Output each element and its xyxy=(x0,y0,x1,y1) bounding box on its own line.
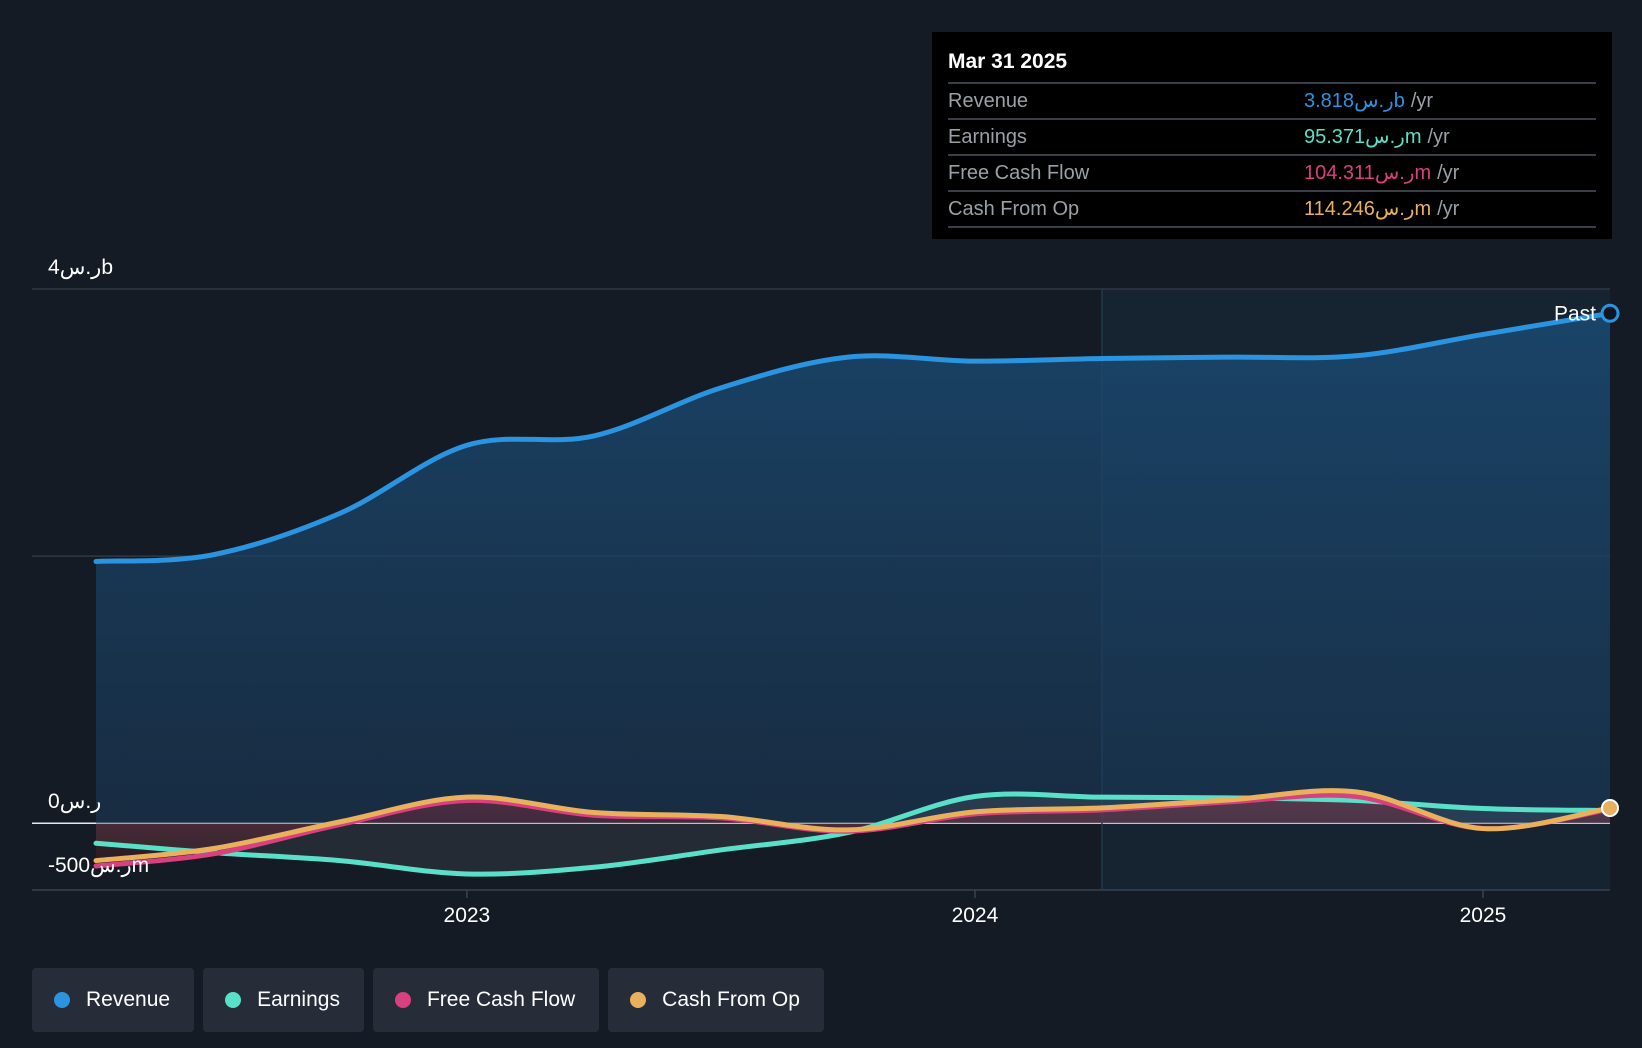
legend-dot-icon xyxy=(225,992,242,1008)
y-tick-label: 4ر.سb xyxy=(48,256,113,280)
tooltip-value: 95.371ر.سm xyxy=(1304,126,1422,148)
tooltip-unit: /yr xyxy=(1437,162,1460,184)
tooltip-row-earnings: Earnings 95.371ر.سm /yr xyxy=(948,120,1596,156)
legend-item-earnings[interactable]: Earnings xyxy=(203,968,364,1032)
legend-item-free-cash-flow[interactable]: Free Cash Flow xyxy=(372,968,600,1032)
tooltip-panel: Mar 31 2025 Revenue 3.818ر.سb /yr Earnin… xyxy=(932,32,1612,239)
revenue-line xyxy=(93,310,1613,564)
legend-label: Revenue xyxy=(86,988,171,1011)
past-label: Past xyxy=(1554,302,1596,325)
tooltip-label: Cash From Op xyxy=(948,198,1080,220)
x-tick-label: 2023 xyxy=(444,904,491,927)
tooltip-unit: /yr xyxy=(1437,198,1460,220)
tooltip-value: 3.818ر.سb xyxy=(1304,90,1405,112)
revenue-area xyxy=(96,313,1610,824)
cash-from-op-line xyxy=(93,788,1613,864)
y-tick-label: 0ر.س xyxy=(48,790,101,814)
x-tick-label: 2025 xyxy=(1460,904,1507,927)
tooltip-row-free-cash-flow: Free Cash Flow 104.311ر.سm /yr xyxy=(948,156,1596,192)
cash-from-op-area xyxy=(96,790,1610,861)
tooltip-unit: /yr xyxy=(1410,90,1434,112)
legend: Revenue Earnings Free Cash Flow Cash Fro… xyxy=(32,968,824,1032)
tooltip-label: Earnings xyxy=(948,126,1027,148)
legend-item-cash-from-op[interactable]: Cash From Op xyxy=(608,968,824,1032)
tooltip-date: Mar 31 2025 xyxy=(948,46,1596,84)
y-tick-label: -500ر.سm xyxy=(48,854,149,878)
tooltip-label: Free Cash Flow xyxy=(948,162,1090,184)
tooltip-value: 114.246ر.سm xyxy=(1304,198,1432,220)
revenue-end-marker xyxy=(1600,303,1620,323)
legend-dot-icon xyxy=(630,992,647,1008)
tooltip-row-revenue: Revenue 3.818ر.سb /yr xyxy=(948,84,1596,120)
legend-dot-icon xyxy=(54,992,70,1008)
legend-label: Free Cash Flow xyxy=(426,988,576,1011)
x-tick-label: 2024 xyxy=(952,904,999,927)
tooltip-label: Revenue xyxy=(948,90,1029,112)
tooltip-value: 104.311ر.سm xyxy=(1304,162,1432,184)
legend-label: Cash From Op xyxy=(662,988,800,1011)
tooltip-unit: /yr xyxy=(1427,126,1450,148)
legend-dot-icon xyxy=(394,992,411,1008)
legend-item-revenue[interactable]: Revenue xyxy=(32,968,195,1032)
tooltip-row-cash-from-op: Cash From Op 114.246ر.سm /yr xyxy=(948,192,1596,228)
legend-label: Earnings xyxy=(257,988,340,1011)
cash-from-op-end-marker xyxy=(1601,798,1619,817)
